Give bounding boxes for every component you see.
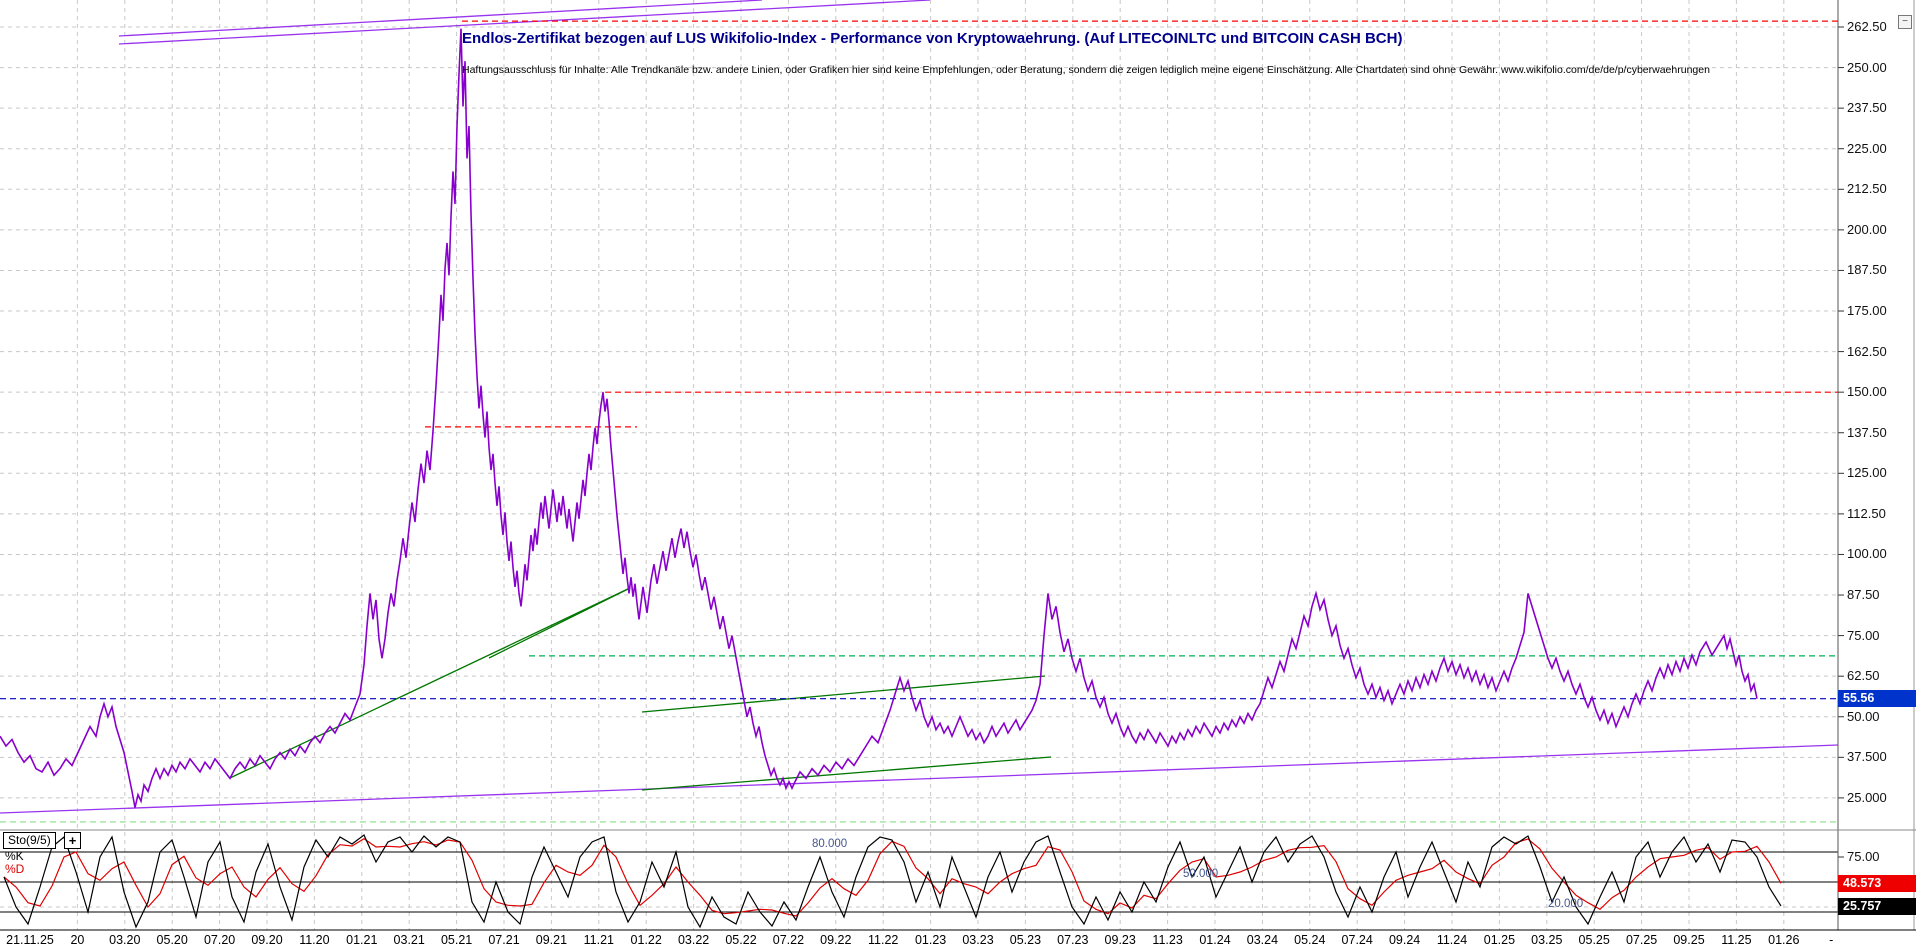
time-axis-label: 09.23 — [1104, 933, 1136, 947]
time-axis-label: 07.25 — [1625, 933, 1658, 947]
time-axis-label: 09.21 — [535, 933, 568, 947]
price-axis-label: 125.00 — [1847, 465, 1887, 481]
time-axis-label: 01.23 — [914, 933, 947, 947]
time-axis-label: 03.23 — [962, 933, 994, 947]
stoch-k-value-badge: 25.757 — [1838, 897, 1916, 915]
stoch-d-value-badge: 48.573 — [1838, 874, 1916, 892]
mid-channel-upper-line — [641, 675, 1046, 713]
time-axis-label: 09.25 — [1673, 933, 1705, 947]
price-axis-label: 262.50 — [1847, 19, 1887, 34]
time-axis-label: 01.25 — [1483, 933, 1516, 947]
stoch-level-label: 80.000 — [812, 838, 848, 850]
price-axis-label: 175.00 — [1847, 303, 1887, 319]
uptrend-2020-line — [229, 587, 631, 779]
stoch-k-legend-label: %K — [5, 849, 24, 863]
time-axis-label: 01.22 — [630, 933, 662, 947]
price-axis-label: 237.50 — [1847, 100, 1887, 116]
time-axis-label: 11.25 — [1721, 933, 1752, 947]
chart-disclaimer: Haftungsausschluss für Inhalte: Alle Tre… — [462, 64, 1710, 76]
price-axis-label: 37.500 — [1847, 749, 1887, 765]
price-line — [0, 28, 1758, 808]
price-axis-label: 225.00 — [1847, 140, 1887, 156]
time-axis-label: 03.25 — [1531, 933, 1563, 947]
time-axis-label: 03.22 — [677, 933, 710, 947]
time-axis-label: 05.20 — [156, 933, 188, 947]
price-axis-label: 187.50 — [1847, 262, 1887, 278]
collapse-chart-icon[interactable]: − — [1898, 15, 1912, 29]
add-indicator-icon[interactable]: + — [64, 832, 81, 849]
time-axis-label: 09.20 — [251, 933, 283, 947]
time-axis-label: 05.23 — [1009, 933, 1042, 947]
long-term-support-line — [0, 744, 1839, 814]
stoch-k-line — [3, 834, 1782, 929]
price-axis-label: 150.00 — [1847, 384, 1887, 400]
price-axis-label: 162.50 — [1847, 343, 1887, 359]
stoch-axis-tick-label: 75.00 — [1847, 849, 1880, 864]
time-axis-label: 03.24 — [1246, 933, 1279, 947]
stoch-d-line — [3, 837, 1782, 917]
time-axis-label: 09.22 — [820, 933, 852, 947]
time-axis-label: 11.24 — [1436, 933, 1468, 947]
current-price-badge: 55.56 — [1838, 690, 1916, 708]
time-axis-label: 11.22 — [868, 933, 899, 947]
stoch-level-label: 20.000 — [1548, 898, 1584, 910]
chart-title: Endlos-Zertifikat bezogen auf LUS Wikifo… — [462, 30, 1403, 47]
time-axis-label: 03.21 — [393, 933, 425, 947]
mid-channel-lower-line — [641, 756, 1052, 791]
price-axis-label: 25.000 — [1847, 789, 1887, 805]
time-axis-label: 07.20 — [203, 933, 236, 947]
price-axis-label: 75.00 — [1847, 627, 1880, 643]
price-axis-label: 62.50 — [1847, 668, 1880, 684]
time-axis-label: 05.25 — [1578, 933, 1610, 947]
time-axis-label: 21.11.25 — [6, 933, 54, 947]
time-axis-label: 09.24 — [1388, 933, 1421, 947]
price-axis-label: 100.00 — [1847, 546, 1887, 562]
time-axis-label: 07.24 — [1341, 933, 1373, 947]
price-axis-label: 50.00 — [1847, 708, 1880, 724]
price-axis-label: 212.50 — [1847, 181, 1887, 197]
time-axis-label: 20 — [70, 933, 85, 947]
price-axis-label: 250.00 — [1847, 59, 1887, 75]
time-axis-label: 07.22 — [772, 933, 805, 947]
upper-wedge-line-2 — [118, 0, 763, 37]
upper-wedge-line-1 — [118, 0, 931, 45]
time-axis-label: 07.23 — [1057, 933, 1089, 947]
indicator-name-button[interactable]: Sto(9/5) — [3, 832, 56, 849]
stoch-d-legend-label: %D — [5, 862, 25, 876]
time-axis-label: - — [1829, 933, 1834, 947]
time-axis-label: 05.24 — [1294, 933, 1326, 947]
stoch-level-label: 50.000 — [1183, 868, 1219, 880]
time-axis-label: 01.21 — [346, 933, 378, 947]
price-axis-label: 200.00 — [1847, 221, 1887, 237]
price-axis-label: 137.50 — [1847, 424, 1887, 440]
time-axis-label: 01.26 — [1768, 933, 1800, 947]
time-axis-label: 11.21 — [583, 933, 614, 947]
price-axis-label: 87.50 — [1847, 587, 1880, 603]
time-axis-label: 05.22 — [725, 933, 757, 947]
time-axis-label: 11.23 — [1152, 933, 1183, 947]
uptrend-2021-line — [488, 587, 631, 659]
time-axis-label: 03.20 — [109, 933, 141, 947]
time-axis-label: 05.21 — [440, 933, 473, 947]
time-axis-label: 07.21 — [488, 933, 520, 947]
time-axis-label: 01.24 — [1199, 933, 1231, 947]
time-axis-label: 11.20 — [299, 933, 330, 947]
price-axis-label: 112.50 — [1847, 505, 1886, 521]
